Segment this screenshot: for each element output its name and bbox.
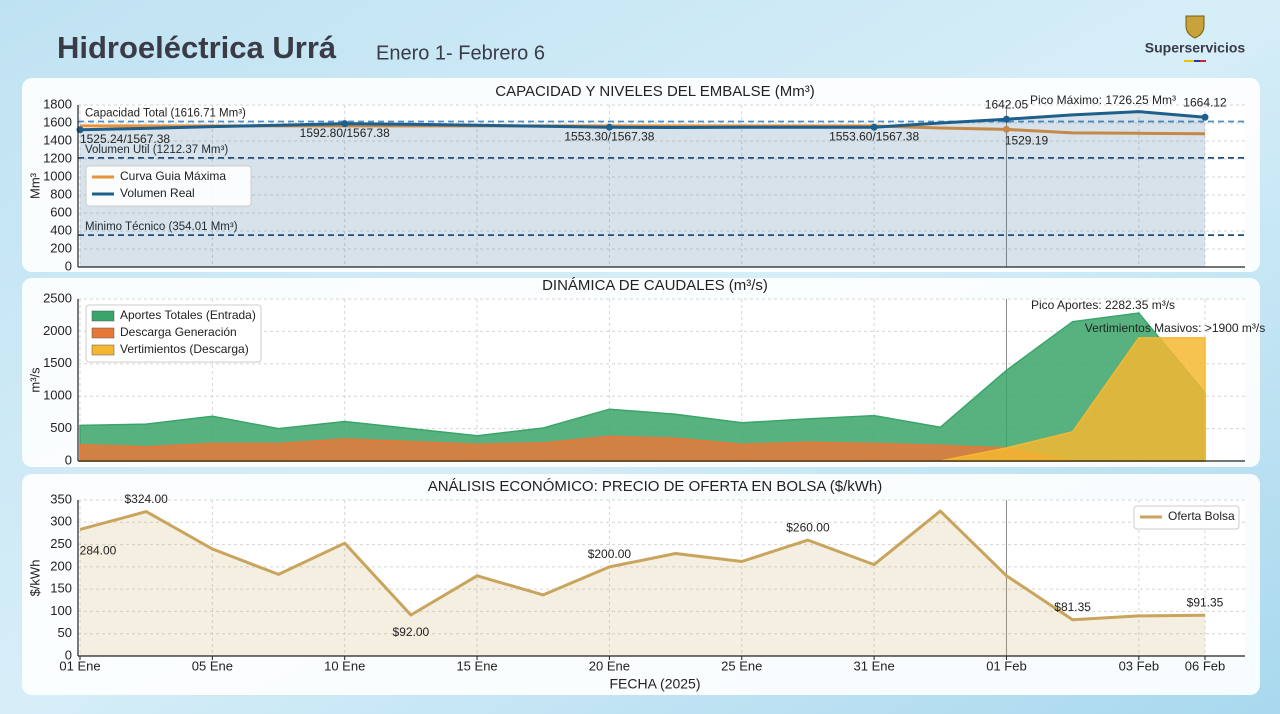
x-tick-label: 01 Ene xyxy=(59,658,100,673)
annotation: Vertimientos Masivos: >1900 m³/s xyxy=(1085,321,1265,335)
y-tick-label: 200 xyxy=(50,240,72,255)
x-axis-label: FECHA (2025) xyxy=(609,676,700,692)
x-tick-label: 06 Feb xyxy=(1185,658,1225,673)
y-axis-label: $/kWh xyxy=(27,560,42,597)
legend-swatch xyxy=(91,327,115,339)
page-title: Hidroeléctrica Urrá xyxy=(57,30,337,65)
data-label: $324.00 xyxy=(124,492,168,506)
chart-title: CAPACIDAD Y NIVELES DEL EMBALSE (Mm³) xyxy=(495,83,815,100)
legend-label: Volumen Real xyxy=(120,186,195,200)
data-label: $92.00 xyxy=(393,625,430,639)
y-tick-label: 0 xyxy=(65,647,72,662)
x-tick-label: 01 Feb xyxy=(986,658,1026,673)
point xyxy=(870,123,878,131)
brand-logo xyxy=(1184,15,1206,62)
x-tick-label: 31 Ene xyxy=(854,658,895,673)
y-tick-label: 400 xyxy=(50,222,72,237)
x-tick-label: 05 Ene xyxy=(192,658,233,673)
area-fill xyxy=(80,511,1205,656)
x-tick-label: 03 Feb xyxy=(1119,658,1159,673)
reference-label: Capacidad Total (1616.71 Mm³) xyxy=(85,108,246,120)
y-tick-label: 300 xyxy=(50,514,72,529)
legend-swatch xyxy=(91,310,115,322)
y-tick-label: 1500 xyxy=(43,355,72,370)
data-label: $260.00 xyxy=(786,520,830,534)
data-label: 1664.12 xyxy=(1183,95,1227,109)
y-tick-label: 600 xyxy=(50,204,72,219)
y-tick-label: 2000 xyxy=(43,323,72,338)
chart-title: ANÁLISIS ECONÓMICO: PRECIO DE OFERTA EN … xyxy=(428,478,883,495)
y-tick-label: 200 xyxy=(50,558,72,573)
y-tick-label: 500 xyxy=(50,420,72,435)
y-tick-label: 800 xyxy=(50,186,72,201)
y-tick-label: 1400 xyxy=(43,132,72,147)
legend-box xyxy=(85,165,252,207)
page-subtitle: Enero 1- Febrero 6 xyxy=(376,42,545,64)
data-label: $200.00 xyxy=(588,547,632,561)
y-tick-label: 150 xyxy=(50,581,72,596)
reference-label: Minimo Técnico (354.01 Mm³) xyxy=(85,221,238,233)
data-label: 1592.80/1567.38 xyxy=(300,126,390,140)
x-tick-label: 20 Ene xyxy=(589,658,630,673)
y-tick-label: 0 xyxy=(65,258,72,273)
y-tick-label: 1200 xyxy=(43,150,72,165)
area-fill xyxy=(80,111,1205,267)
data-label: 1525.24/1567.38 xyxy=(80,132,170,146)
annotation: Pico Aportes: 2282.35 m³/s xyxy=(1031,298,1175,312)
y-tick-label: 350 xyxy=(50,491,72,506)
point xyxy=(605,123,613,131)
y-tick-label: 250 xyxy=(50,536,72,551)
y-tick-label: 1800 xyxy=(43,96,72,111)
legend-label: Aportes Totales (Entrada) xyxy=(120,308,256,322)
data-label: 1529.19 xyxy=(1005,134,1049,148)
legend-box xyxy=(85,304,262,363)
y-tick-label: 1600 xyxy=(43,114,72,129)
data-label: 1553.60/1567.38 xyxy=(829,129,919,143)
y-tick-label: 1000 xyxy=(43,168,72,183)
y-tick-label: 0 xyxy=(65,452,72,467)
y-tick-label: 100 xyxy=(50,603,72,618)
legend-label: Oferta Bolsa xyxy=(1168,509,1235,523)
x-tick-label: 25 Ene xyxy=(721,658,762,673)
y-axis-label: Mm³ xyxy=(27,172,42,199)
y-tick-label: 1000 xyxy=(43,388,72,403)
x-tick-label: 10 Ene xyxy=(324,658,365,673)
y-axis-label: m³/s xyxy=(27,367,42,393)
data-label: 284.00 xyxy=(80,544,117,558)
point xyxy=(1201,113,1209,121)
brand-name: Superservicios xyxy=(1145,40,1246,56)
data-label: 1553.30/1567.38 xyxy=(564,129,654,143)
legend-label: Curva Guia Máxima xyxy=(120,169,226,183)
plot-area xyxy=(78,500,1245,656)
y-tick-label: 50 xyxy=(58,625,72,640)
legend-label: Descarga Generación xyxy=(120,325,237,339)
point xyxy=(1002,125,1010,133)
y-tick-label: 2500 xyxy=(43,290,72,305)
reference-label: Volumen Util (1212.37 Mm³) xyxy=(85,144,228,156)
legend-box xyxy=(1133,505,1240,530)
line xyxy=(79,110,1206,132)
legend-swatch xyxy=(91,344,115,356)
annotation: Pico Máximo: 1726.25 Mm³ xyxy=(1030,93,1176,107)
line xyxy=(79,509,1206,622)
point xyxy=(1002,115,1010,123)
data-label: $91.35 xyxy=(1187,595,1224,609)
data-label: $81.35 xyxy=(1054,600,1091,614)
x-tick-label: 15 Ene xyxy=(456,658,497,673)
data-label: 1642.05 xyxy=(985,97,1029,111)
point xyxy=(341,120,349,128)
legend-label: Vertimientos (Descarga) xyxy=(120,342,249,356)
chart-title: DINÁMICA DE CAUDALES (m³/s) xyxy=(542,277,768,294)
